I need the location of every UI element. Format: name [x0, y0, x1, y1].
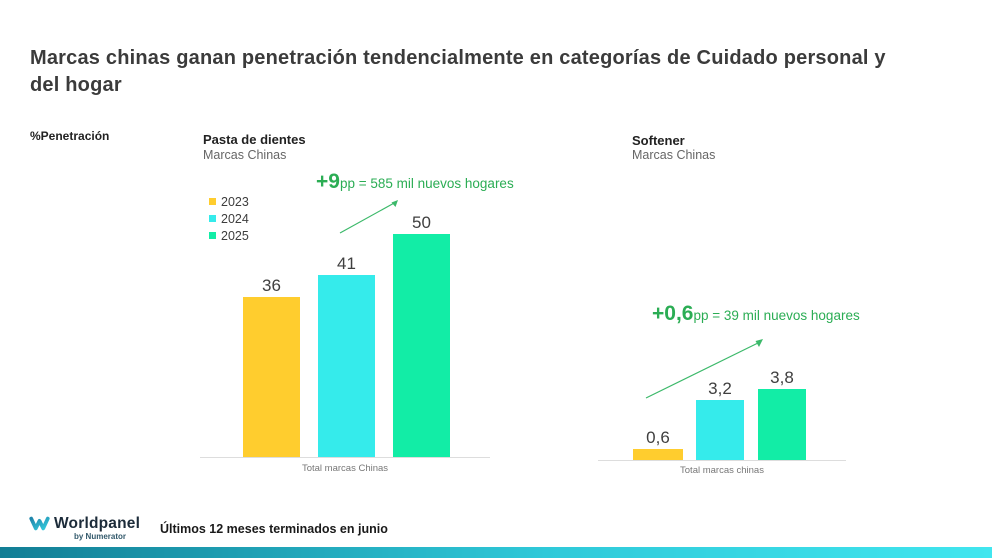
growth-arrow-icon [645, 339, 763, 399]
legend-item-2023: 2023 [209, 193, 249, 210]
bar-value-2025: 3,8 [770, 368, 794, 387]
legend-swatch-icon [209, 215, 216, 222]
penetration-axis-label: %Penetración [30, 129, 110, 143]
x-axis-label-left: Total marcas Chinas [301, 463, 389, 474]
logo-text: Worldpanel [54, 515, 141, 532]
x-axis-label-right: Total marcas chinas [680, 465, 764, 476]
legend-item-2025: 2025 [209, 227, 249, 244]
chart-title-softener: Softener [632, 133, 685, 148]
growth-annotation-right: +0,6pp = 39 mil nuevos hogares [652, 302, 860, 326]
growth-text: pp = 39 mil nuevos hogares [693, 308, 860, 323]
legend-swatch-icon [209, 198, 216, 205]
worldpanel-w-icon [29, 516, 50, 531]
chart-subtitle-softener: Marcas Chinas [632, 148, 716, 162]
bar-value-2024: 3,2 [708, 379, 732, 398]
growth-text: pp = 585 mil nuevos hogares [339, 176, 514, 191]
legend: 2023 2024 2025 [209, 193, 249, 244]
bar-2025 [393, 234, 450, 457]
legend-swatch-icon [209, 232, 216, 239]
bar-2024 [318, 275, 375, 457]
bar-value-2025: 50 [412, 213, 431, 232]
chart-title-pasta-de-dientes: Pasta de dientes [203, 132, 306, 147]
bar-value-2024: 41 [337, 254, 356, 273]
x-axis-line-left [200, 457, 490, 458]
growth-arrow-icon [339, 200, 398, 234]
legend-label: 2025 [221, 228, 249, 243]
legend-item-2024: 2024 [209, 210, 249, 227]
logo-subtext: by Numerator [74, 532, 127, 541]
bar-2025 [758, 389, 806, 460]
bar-2024 [696, 400, 744, 460]
bottom-accent-bar [0, 547, 992, 558]
x-axis-line-right [598, 460, 846, 461]
chart-subtitle-pasta-de-dientes: Marcas Chinas [203, 148, 287, 162]
growth-highlight: +9 [316, 170, 340, 193]
legend-label: 2023 [221, 194, 249, 209]
page-title: Marcas chinas ganan penetración tendenci… [30, 47, 886, 96]
bar-value-2023: 36 [262, 276, 281, 295]
bar-2023 [633, 449, 683, 460]
footnote: Últimos 12 meses terminados en junio [160, 522, 388, 536]
growth-highlight: +0,6 [652, 302, 694, 325]
legend-label: 2024 [221, 211, 249, 226]
growth-annotation-left: +9pp = 585 mil nuevos hogares [316, 170, 514, 194]
bar-value-2023: 0,6 [646, 428, 670, 447]
bar-2023 [243, 297, 300, 457]
